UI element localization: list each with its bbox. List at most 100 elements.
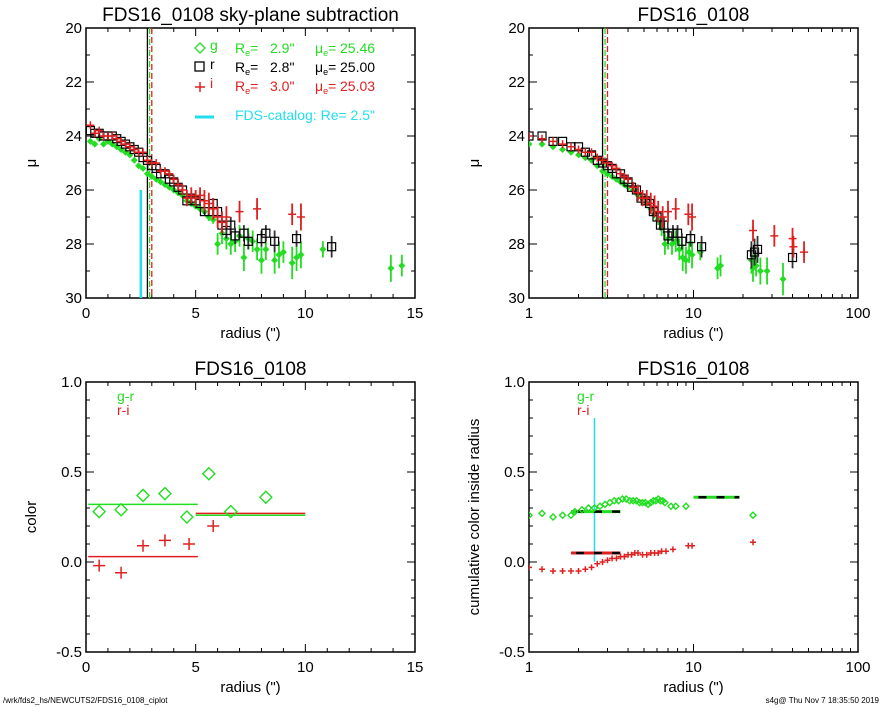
data-point-i <box>117 137 126 146</box>
panel-profile-log: FDS16_0108 20 22 24 26 28 301 10 100 radius (") μ <box>466 5 871 342</box>
x-tick-label: 15 <box>407 305 424 322</box>
data-point-i <box>95 126 104 135</box>
data-point-g-r <box>114 502 129 517</box>
data-point-g <box>538 140 546 148</box>
data-point-g <box>293 254 301 261</box>
data-point-g-r <box>179 510 194 524</box>
data-point-g <box>143 170 151 178</box>
data-point-g <box>682 256 690 264</box>
data-point-i <box>112 134 121 143</box>
legend-entry-i: i Re= 3.0" μe= 25.03 <box>195 75 375 96</box>
data-point-i <box>642 194 651 203</box>
data-point-i <box>566 142 575 151</box>
y-tick-label: 1.0 <box>61 374 82 391</box>
y-tick-label: 20 <box>65 20 82 37</box>
panel-cumulative-color-log: FDS16_0108 -0.5 0.0 0.5 1.0 1 10 100 radius (") c… <box>466 359 871 696</box>
data-point-r-i <box>599 559 606 565</box>
data-point-i <box>288 210 297 219</box>
data-point-g-r <box>622 495 631 503</box>
data-point-g-r <box>638 498 647 507</box>
y-tick-label: 26 <box>65 182 82 199</box>
data-point-i <box>789 242 798 251</box>
x-axis-label: radius (") <box>220 679 280 696</box>
data-point-g <box>387 264 395 272</box>
data-point-i <box>152 159 161 167</box>
legend-re-label: Re= <box>235 78 258 96</box>
data-point-g <box>262 245 270 253</box>
legend-g-r: g-r <box>577 388 594 404</box>
plot-frame <box>528 27 859 299</box>
data-point-r-i <box>582 566 589 573</box>
data-point-r <box>677 236 687 246</box>
x-tick-label: 15 <box>407 659 424 676</box>
data-point-g-r <box>749 511 757 520</box>
data-point-g-r <box>681 502 690 511</box>
data-point-r <box>663 231 673 241</box>
data-point-i <box>213 213 222 221</box>
data-point-i <box>296 213 305 221</box>
data-point-g <box>227 240 235 248</box>
data-point-i <box>549 137 558 146</box>
legend-entry-g: g Re= 2.9" μe= 25.46 <box>194 37 375 58</box>
data-point-g <box>559 146 567 153</box>
data-point-g-r <box>92 504 107 519</box>
data-point-i <box>165 169 174 178</box>
data-point-r-i <box>643 551 650 558</box>
data-point-i <box>650 202 659 211</box>
data-point-i <box>629 183 638 192</box>
panel-profile-linear: FDS16_0108 sky-plane subtraction 20 22 24 26… <box>23 5 423 342</box>
data-point-g <box>157 178 165 186</box>
x-tick-label: 1 <box>525 659 533 676</box>
data-point-i <box>688 213 697 221</box>
y-tick-label: 1.0 <box>504 374 525 391</box>
data-point-r <box>270 236 280 246</box>
data-point-r-i <box>594 560 601 567</box>
data-point-r <box>659 220 669 230</box>
legend-plus-icon <box>195 82 205 92</box>
x-tick-label: 10 <box>685 305 702 322</box>
data-point-i <box>574 145 583 154</box>
data-point-r-i <box>137 539 150 552</box>
y-axis-label: cumulative color inside radius <box>466 419 483 616</box>
data-point-r-i <box>567 568 574 574</box>
data-point-r <box>327 242 337 252</box>
data-point-i <box>178 186 187 194</box>
data-point-g-r <box>549 513 558 521</box>
data-point-i <box>235 207 244 216</box>
data-point-i <box>200 196 209 205</box>
data-point-g <box>271 256 279 264</box>
x-tick-label: 100 <box>845 659 870 676</box>
data-point-i <box>664 207 673 216</box>
data-point-g <box>288 259 296 267</box>
data-point-i <box>671 204 680 213</box>
legend-mu-value: 25.00 <box>340 59 375 75</box>
data-point-r-i <box>559 568 566 574</box>
y-tick-label: 24 <box>65 128 82 145</box>
y-tick-label: 28 <box>508 236 525 253</box>
data-point-r-i <box>635 550 642 556</box>
data-point-i <box>654 207 663 216</box>
x-tick-label: 10 <box>297 659 314 676</box>
data-point-g-r <box>656 496 665 505</box>
y-tick-label: 0.0 <box>61 554 82 571</box>
x-axis-label: radius (") <box>663 679 723 696</box>
data-point-r <box>752 244 763 254</box>
data-point-g-r <box>644 500 653 509</box>
data-point-g <box>398 262 406 270</box>
data-point-g <box>86 137 94 145</box>
legend-mu-value: 25.03 <box>340 78 375 94</box>
data-point-g <box>575 151 583 159</box>
y-tick-label: -0.5 <box>56 644 82 661</box>
data-point-i <box>558 140 567 149</box>
data-point-g <box>529 140 533 148</box>
data-point-i <box>608 161 617 170</box>
data-point-g <box>148 173 156 180</box>
data-point-r-i <box>655 550 662 556</box>
data-point-g-r <box>671 502 680 511</box>
data-point-g-r <box>570 507 579 516</box>
chart-title: FDS16_0108 <box>638 5 750 26</box>
data-point-i <box>749 226 758 235</box>
data-point-i <box>603 159 612 167</box>
data-point-g <box>661 240 669 248</box>
